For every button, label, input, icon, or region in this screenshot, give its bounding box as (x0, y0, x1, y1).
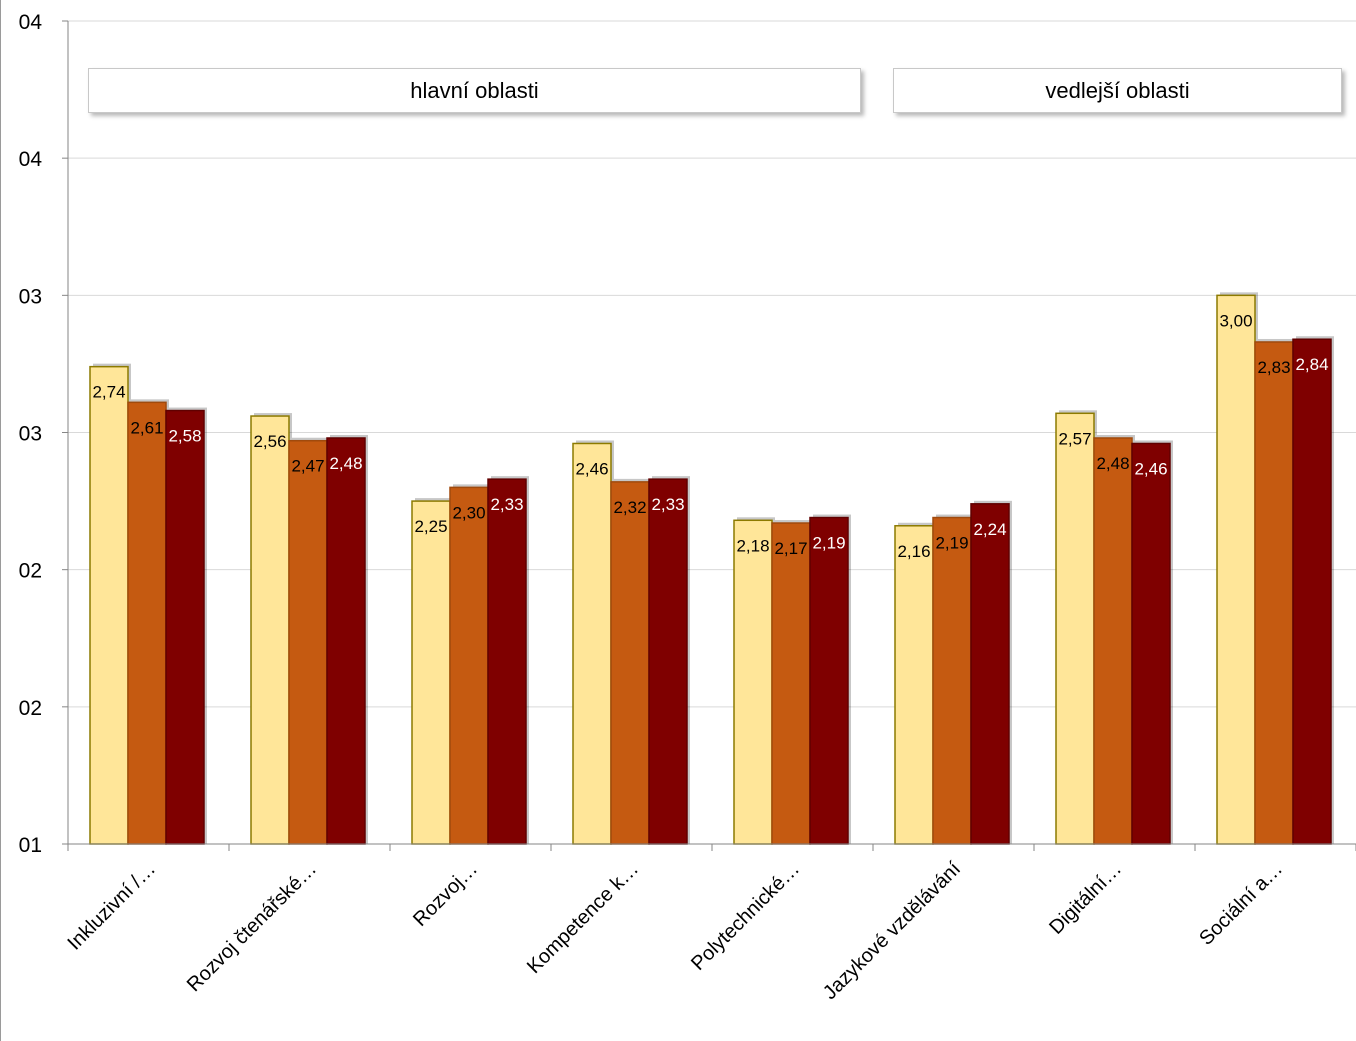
x-tick-label: Inkluzivní /… (64, 858, 161, 955)
bar (250, 415, 290, 845)
y-tick-label: 02 (19, 697, 42, 720)
data-label: 2,33 (490, 495, 523, 514)
x-tick-label: Rozvoj čtenářské… (183, 858, 321, 996)
data-label: 2,18 (736, 536, 769, 555)
data-label: 2,19 (812, 534, 845, 553)
data-label: 2,16 (897, 542, 930, 561)
bar (1254, 341, 1294, 845)
x-tick-label: Kompetence k… (523, 858, 643, 978)
bar (648, 478, 688, 845)
y-tick-label: 03 (19, 423, 42, 446)
bar (1055, 412, 1095, 845)
bar (411, 500, 451, 845)
bar (733, 519, 773, 845)
data-label: 2,19 (935, 534, 968, 553)
data-label: 2,74 (92, 383, 125, 402)
bar (610, 481, 650, 845)
x-tick-label: Polytechnické… (687, 858, 804, 975)
y-tick-label: 04 (19, 148, 43, 171)
data-label: 2,58 (168, 427, 201, 446)
data-label: 2,84 (1295, 355, 1328, 374)
data-label: 2,48 (329, 454, 362, 473)
bar (487, 478, 527, 845)
x-tick-label: Jazykové vzdělávání (819, 858, 965, 1004)
data-label: 2,25 (414, 517, 447, 536)
y-tick-label: 02 (19, 560, 42, 583)
bar (809, 516, 849, 845)
data-label: 2,47 (291, 457, 324, 476)
data-label: 2,56 (253, 432, 286, 451)
data-label: 3,00 (1219, 311, 1252, 330)
data-label: 2,48 (1096, 454, 1129, 473)
bar (771, 522, 811, 845)
data-label: 2,46 (575, 459, 608, 478)
y-tick-label: 04 (19, 11, 43, 34)
data-label: 2,46 (1134, 459, 1167, 478)
y-tick-label: 03 (19, 285, 42, 308)
bar (894, 525, 934, 845)
bar (326, 437, 366, 845)
bar (1292, 338, 1332, 845)
data-label: 2,24 (973, 520, 1006, 539)
bar (970, 503, 1010, 845)
data-label: 2,83 (1257, 358, 1290, 377)
data-label: 2,17 (774, 539, 807, 558)
data-label: 2,32 (613, 498, 646, 517)
bar (165, 409, 205, 845)
bar (1131, 442, 1171, 845)
x-tick-label: Digitální… (1045, 858, 1126, 939)
y-tick-label: 01 (19, 834, 42, 857)
bar (1216, 294, 1256, 845)
group-label-secondary-areas: vedlejší oblasti (893, 68, 1342, 113)
x-tick-label: Rozvoj… (409, 858, 482, 931)
data-label: 2,30 (452, 503, 485, 522)
bar (932, 516, 972, 845)
bar (449, 486, 489, 845)
bar (572, 442, 612, 845)
bar (89, 365, 129, 845)
bar (127, 401, 167, 845)
data-label: 2,57 (1058, 429, 1091, 448)
bar (288, 439, 328, 845)
bar (1093, 437, 1133, 845)
data-label: 2,33 (651, 495, 684, 514)
group-label-main-areas: hlavní oblasti (88, 68, 861, 113)
x-tick-label: Sociální a… (1195, 858, 1287, 950)
data-label: 2,61 (130, 418, 163, 437)
